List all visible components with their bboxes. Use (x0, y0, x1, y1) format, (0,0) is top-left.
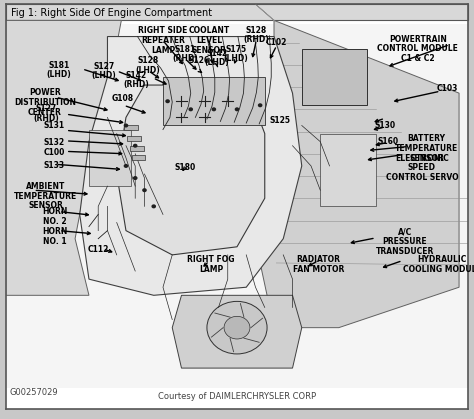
Circle shape (224, 316, 250, 339)
Circle shape (133, 144, 137, 148)
Text: S181
(LHD): S181 (LHD) (46, 61, 71, 80)
Text: HORN
NO. 2: HORN NO. 2 (42, 207, 67, 226)
Text: A/C
PRESSURE
TRANSDUCER: A/C PRESSURE TRANSDUCER (376, 228, 434, 256)
Bar (127, 136, 141, 141)
Text: S128
(LHD): S128 (LHD) (136, 56, 161, 75)
Text: G00257029: G00257029 (9, 388, 58, 397)
Bar (131, 155, 146, 160)
Bar (302, 49, 366, 105)
Text: HYDRAULIC
COOLING MODULE: HYDRAULIC COOLING MODULE (402, 255, 474, 274)
Text: S142
(RHD): S142 (RHD) (123, 70, 149, 89)
Text: S127
(LHD): S127 (LHD) (91, 62, 116, 80)
Text: Fig 1: Right Side Of Engine Compartment: Fig 1: Right Side Of Engine Compartment (11, 8, 212, 18)
Bar (130, 146, 144, 150)
Circle shape (207, 301, 267, 354)
Text: BATTERY
TEMPERATURE
SENSOR: BATTERY TEMPERATURE SENSOR (395, 134, 458, 163)
Text: S131: S131 (44, 122, 65, 130)
Circle shape (142, 188, 147, 192)
Text: S130: S130 (374, 122, 396, 130)
Circle shape (124, 124, 128, 127)
Polygon shape (246, 21, 459, 328)
Text: RIGHT SIDE
REPEATER
LAMP: RIGHT SIDE REPEATER LAMP (138, 26, 188, 55)
Bar (124, 126, 137, 130)
Text: C100: C100 (44, 148, 65, 157)
Polygon shape (172, 295, 302, 368)
Text: S133: S133 (44, 161, 65, 170)
Circle shape (258, 103, 263, 107)
Text: POWERTRAIN
CONTROL MODULE
C1 & C2: POWERTRAIN CONTROL MODULE C1 & C2 (377, 34, 458, 63)
Circle shape (124, 164, 128, 168)
Circle shape (151, 204, 156, 208)
Text: G108: G108 (111, 94, 133, 103)
Bar (320, 134, 376, 207)
Text: S180: S180 (174, 163, 196, 172)
Polygon shape (6, 21, 121, 295)
Circle shape (235, 107, 239, 111)
Text: S160: S160 (377, 137, 398, 146)
Bar (89, 129, 131, 186)
Text: S126: S126 (189, 56, 210, 65)
Text: S125: S125 (269, 116, 290, 125)
Text: S175
(LHD): S175 (LHD) (224, 44, 248, 63)
Text: AMBIENT
TEMPERATURE
SENSOR: AMBIENT TEMPERATURE SENSOR (14, 182, 77, 210)
Bar (163, 77, 265, 126)
Text: Courtesy of DAIMLERCHRYSLER CORP: Courtesy of DAIMLERCHRYSLER CORP (158, 392, 316, 401)
Text: RADIATOR
FAN MOTOR: RADIATOR FAN MOTOR (293, 255, 344, 274)
Text: RIGHT FOG
LAMP: RIGHT FOG LAMP (187, 255, 235, 274)
Polygon shape (80, 36, 302, 295)
Text: S127
(RHD): S127 (RHD) (34, 104, 59, 123)
Text: S142
(LHD): S142 (LHD) (204, 49, 229, 67)
Circle shape (133, 176, 137, 180)
Text: HORN
NO. 1: HORN NO. 1 (42, 228, 67, 246)
Text: C102: C102 (266, 38, 287, 47)
Text: S181
(RHD): S181 (RHD) (173, 44, 198, 63)
Circle shape (189, 107, 193, 111)
Text: POWER
DISTRIBUTION
CENTER: POWER DISTRIBUTION CENTER (14, 88, 76, 117)
Circle shape (165, 99, 170, 103)
Text: S128
(RHD): S128 (RHD) (244, 26, 269, 44)
Polygon shape (117, 85, 265, 255)
Text: ELECTRONIC
SPEED
CONTROL SERVO: ELECTRONIC SPEED CONTROL SERVO (385, 154, 458, 182)
Text: C103: C103 (437, 84, 458, 93)
Circle shape (211, 107, 216, 111)
Text: C112: C112 (88, 245, 109, 254)
Text: COOLANT
LEVEL
SENSOR: COOLANT LEVEL SENSOR (189, 26, 230, 55)
Bar (6, 4, 468, 21)
Text: S132: S132 (44, 137, 65, 147)
